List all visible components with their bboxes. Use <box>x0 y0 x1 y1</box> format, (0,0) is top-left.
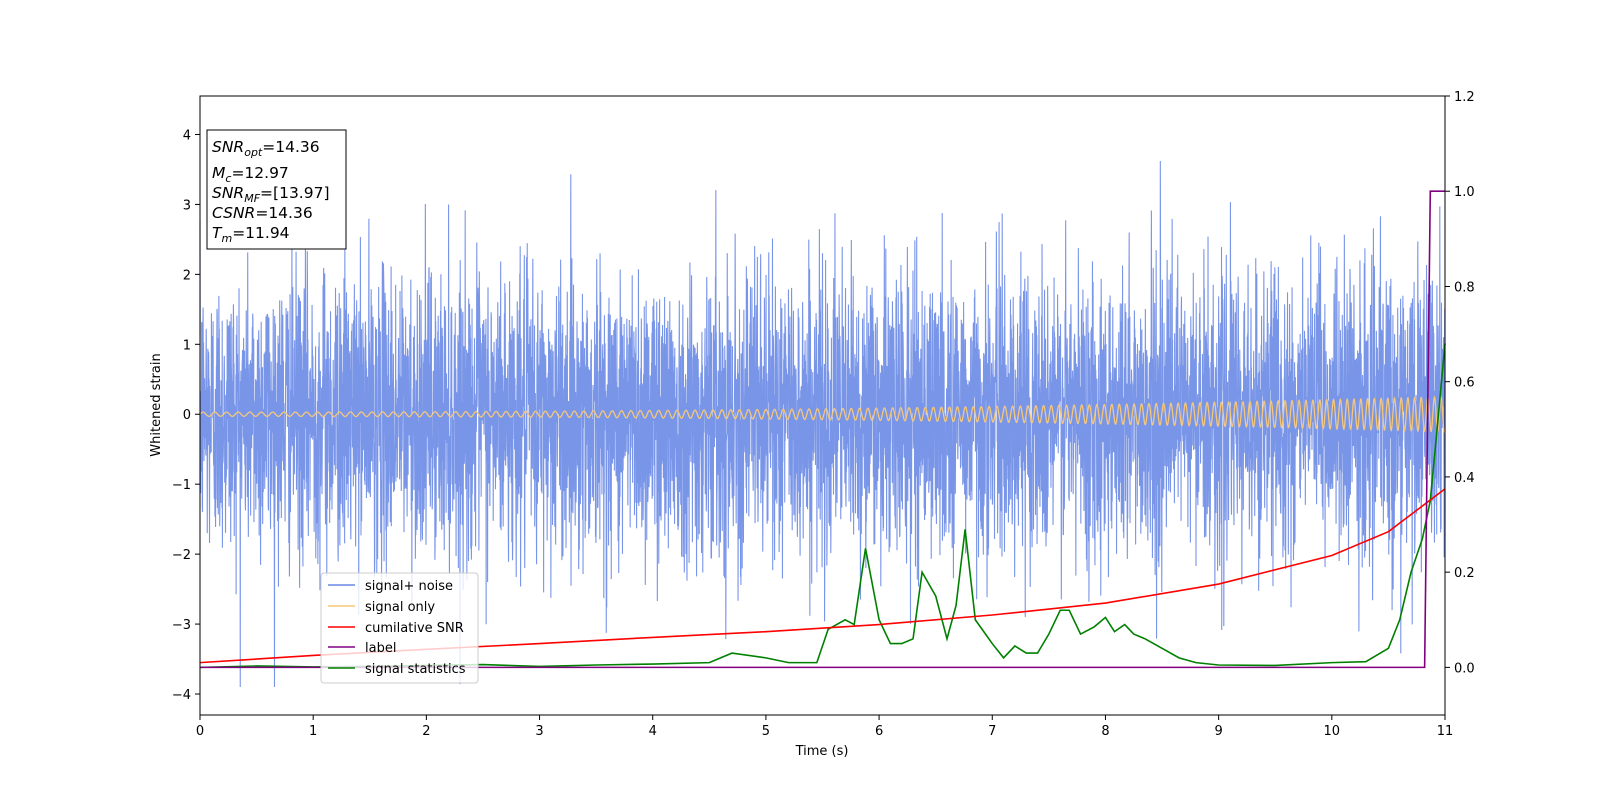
legend-label-label: label <box>365 641 396 656</box>
legend-label-signal-statistics: signal statistics <box>365 662 466 677</box>
annotation-frame <box>206 129 347 250</box>
x-tick-label: 5 <box>762 724 770 739</box>
y-tick-label: −3 <box>172 618 191 633</box>
x-tick-label: 3 <box>535 724 543 739</box>
legend-frame <box>320 572 479 684</box>
y2-tick-label: 0.0 <box>1454 661 1475 676</box>
x-tick-label: 7 <box>988 724 996 739</box>
annotation-csnr: CSNR=14.36 <box>212 204 313 222</box>
series-label <box>200 190 1445 669</box>
axes-frame <box>199 95 1446 716</box>
legend-label-signal-noise: signal+ noise <box>365 579 453 594</box>
x-tick-label: 4 <box>649 724 657 739</box>
x-tick-label: 6 <box>875 724 883 739</box>
annotation-box: SNRopt=14.36 Mc=12.97 SNRMF=[13.97] CSNR… <box>206 129 347 250</box>
x-tick-label: 11 <box>1437 724 1454 739</box>
legend-label-cumulative-snr: cumilative SNR <box>365 621 464 636</box>
legend: signal+ noise signal only cumilative SNR… <box>320 572 479 684</box>
y2-tick-label: 1.2 <box>1454 90 1475 105</box>
y-tick-label: 0 <box>183 408 191 423</box>
y-tick-label: 4 <box>183 128 191 143</box>
y-tick-label: 3 <box>183 198 191 213</box>
y-tick-label: −4 <box>172 688 191 703</box>
y2-tick-label: 0.8 <box>1454 280 1475 295</box>
x-tick-label: 10 <box>1324 724 1341 739</box>
x-tick-label: 1 <box>309 724 317 739</box>
annotation-snr-opt: SNRopt=14.36 <box>212 138 320 159</box>
x-tick-label: 0 <box>196 724 204 739</box>
annotation-snr-mf: SNRMF=[13.97] <box>212 184 330 205</box>
series-signal-statistics <box>199 343 1446 669</box>
y2-tick-label: 0.2 <box>1454 566 1475 581</box>
y-tick-label: −2 <box>172 548 191 563</box>
x-tick-label: 2 <box>422 724 430 739</box>
y-tick-label: −1 <box>172 478 191 493</box>
y-axis-label: Whitened strain <box>149 353 164 456</box>
annotation-tm: Tm=11.94 <box>212 224 290 245</box>
series-signal-noise <box>199 160 1446 688</box>
y2-tick-label: 1.0 <box>1454 185 1475 200</box>
x-axis-label: Time (s) <box>795 744 849 759</box>
y-tick-label: 2 <box>183 268 191 283</box>
x-tick-label: 9 <box>1214 724 1222 739</box>
y-tick-label: 1 <box>183 338 191 353</box>
y2-tick-label: 0.6 <box>1454 376 1475 391</box>
annotation-mc: Mc=12.97 <box>212 164 289 185</box>
series-signal-only <box>199 395 1446 434</box>
legend-label-signal-only: signal only <box>365 600 435 615</box>
y2-tick-label: 0.4 <box>1454 471 1475 486</box>
ticks-layer: 0 1 2 3 4 5 6 7 8 9 10 1143210−1−2−3−41.21.00.80.60… <box>172 90 1475 739</box>
x-tick-label: 8 <box>1101 724 1109 739</box>
